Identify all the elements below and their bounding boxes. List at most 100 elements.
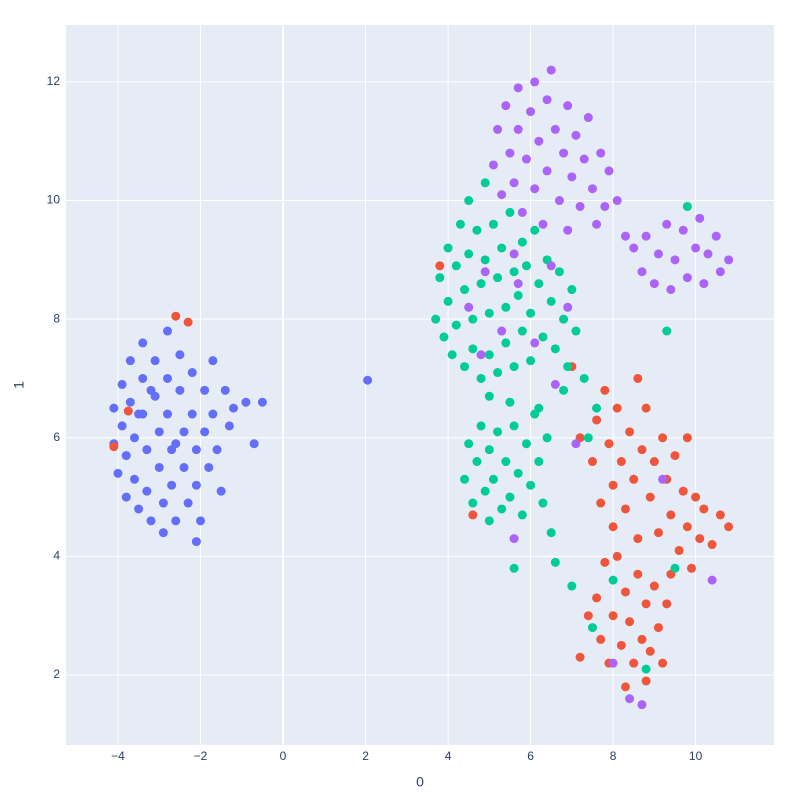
point (443, 296, 453, 306)
point (534, 279, 544, 289)
point (363, 375, 373, 385)
point (212, 445, 222, 455)
point (649, 581, 659, 591)
point (587, 623, 597, 633)
point (666, 285, 676, 295)
point (484, 445, 494, 455)
point (579, 154, 589, 164)
point (158, 498, 168, 508)
point (612, 551, 622, 561)
point (682, 273, 692, 283)
point (162, 326, 172, 336)
point (171, 311, 181, 321)
x-tick-label: 6 (527, 749, 534, 763)
point (162, 373, 172, 383)
point (468, 510, 478, 520)
point (109, 403, 119, 413)
point (699, 504, 709, 514)
point (468, 498, 478, 508)
point (604, 439, 614, 449)
point (686, 563, 696, 573)
x-tick-label: 2 (362, 749, 369, 763)
point (439, 332, 449, 342)
point (208, 356, 218, 366)
point (682, 201, 692, 211)
point (196, 516, 206, 526)
point (670, 255, 680, 265)
point (538, 219, 548, 229)
point (431, 314, 441, 324)
point (682, 522, 692, 532)
x-tick-label: −2 (194, 749, 208, 763)
point (501, 302, 511, 312)
point (191, 537, 201, 547)
point (200, 385, 210, 395)
point (171, 516, 181, 526)
point (509, 362, 519, 372)
point (488, 160, 498, 170)
point (682, 433, 692, 443)
points (109, 65, 734, 710)
point (484, 350, 494, 360)
point (513, 83, 523, 93)
point (505, 207, 515, 217)
point (505, 397, 515, 407)
point (480, 486, 490, 496)
point (571, 326, 581, 336)
point (670, 563, 680, 573)
point (451, 320, 461, 330)
point (724, 255, 734, 265)
point (476, 421, 486, 431)
point (488, 474, 498, 484)
point (641, 231, 651, 241)
point (662, 599, 672, 609)
point (546, 528, 556, 538)
point (505, 148, 515, 158)
point (200, 427, 210, 437)
point (616, 640, 626, 650)
point (526, 308, 536, 318)
point (146, 516, 156, 526)
point (513, 290, 523, 300)
point (563, 225, 573, 235)
point (484, 516, 494, 526)
point (509, 249, 519, 259)
point (625, 694, 635, 704)
point (649, 457, 659, 467)
point (187, 409, 197, 419)
point (208, 409, 218, 419)
point (592, 593, 602, 603)
point (711, 231, 721, 241)
point (464, 439, 474, 449)
point (220, 385, 230, 395)
point (125, 356, 135, 366)
point (691, 492, 701, 502)
point (715, 267, 725, 277)
point (633, 534, 643, 544)
point (629, 658, 639, 668)
point (592, 219, 602, 229)
point (674, 545, 684, 555)
point (121, 451, 131, 461)
point (637, 445, 647, 455)
point (620, 504, 630, 514)
point (117, 421, 127, 431)
point (645, 492, 655, 502)
point (142, 486, 152, 496)
point (658, 658, 668, 668)
point (154, 427, 164, 437)
point (460, 474, 470, 484)
point (435, 273, 445, 283)
point (641, 599, 651, 609)
x-tick-label: 4 (445, 749, 452, 763)
x-tick-label: 0 (280, 749, 287, 763)
point (521, 439, 531, 449)
point (451, 261, 461, 271)
point (637, 700, 647, 710)
point (542, 95, 552, 105)
x-axis-title: 0 (416, 774, 424, 790)
point (158, 528, 168, 538)
y-tick-label: 4 (53, 549, 60, 563)
point (538, 332, 548, 342)
